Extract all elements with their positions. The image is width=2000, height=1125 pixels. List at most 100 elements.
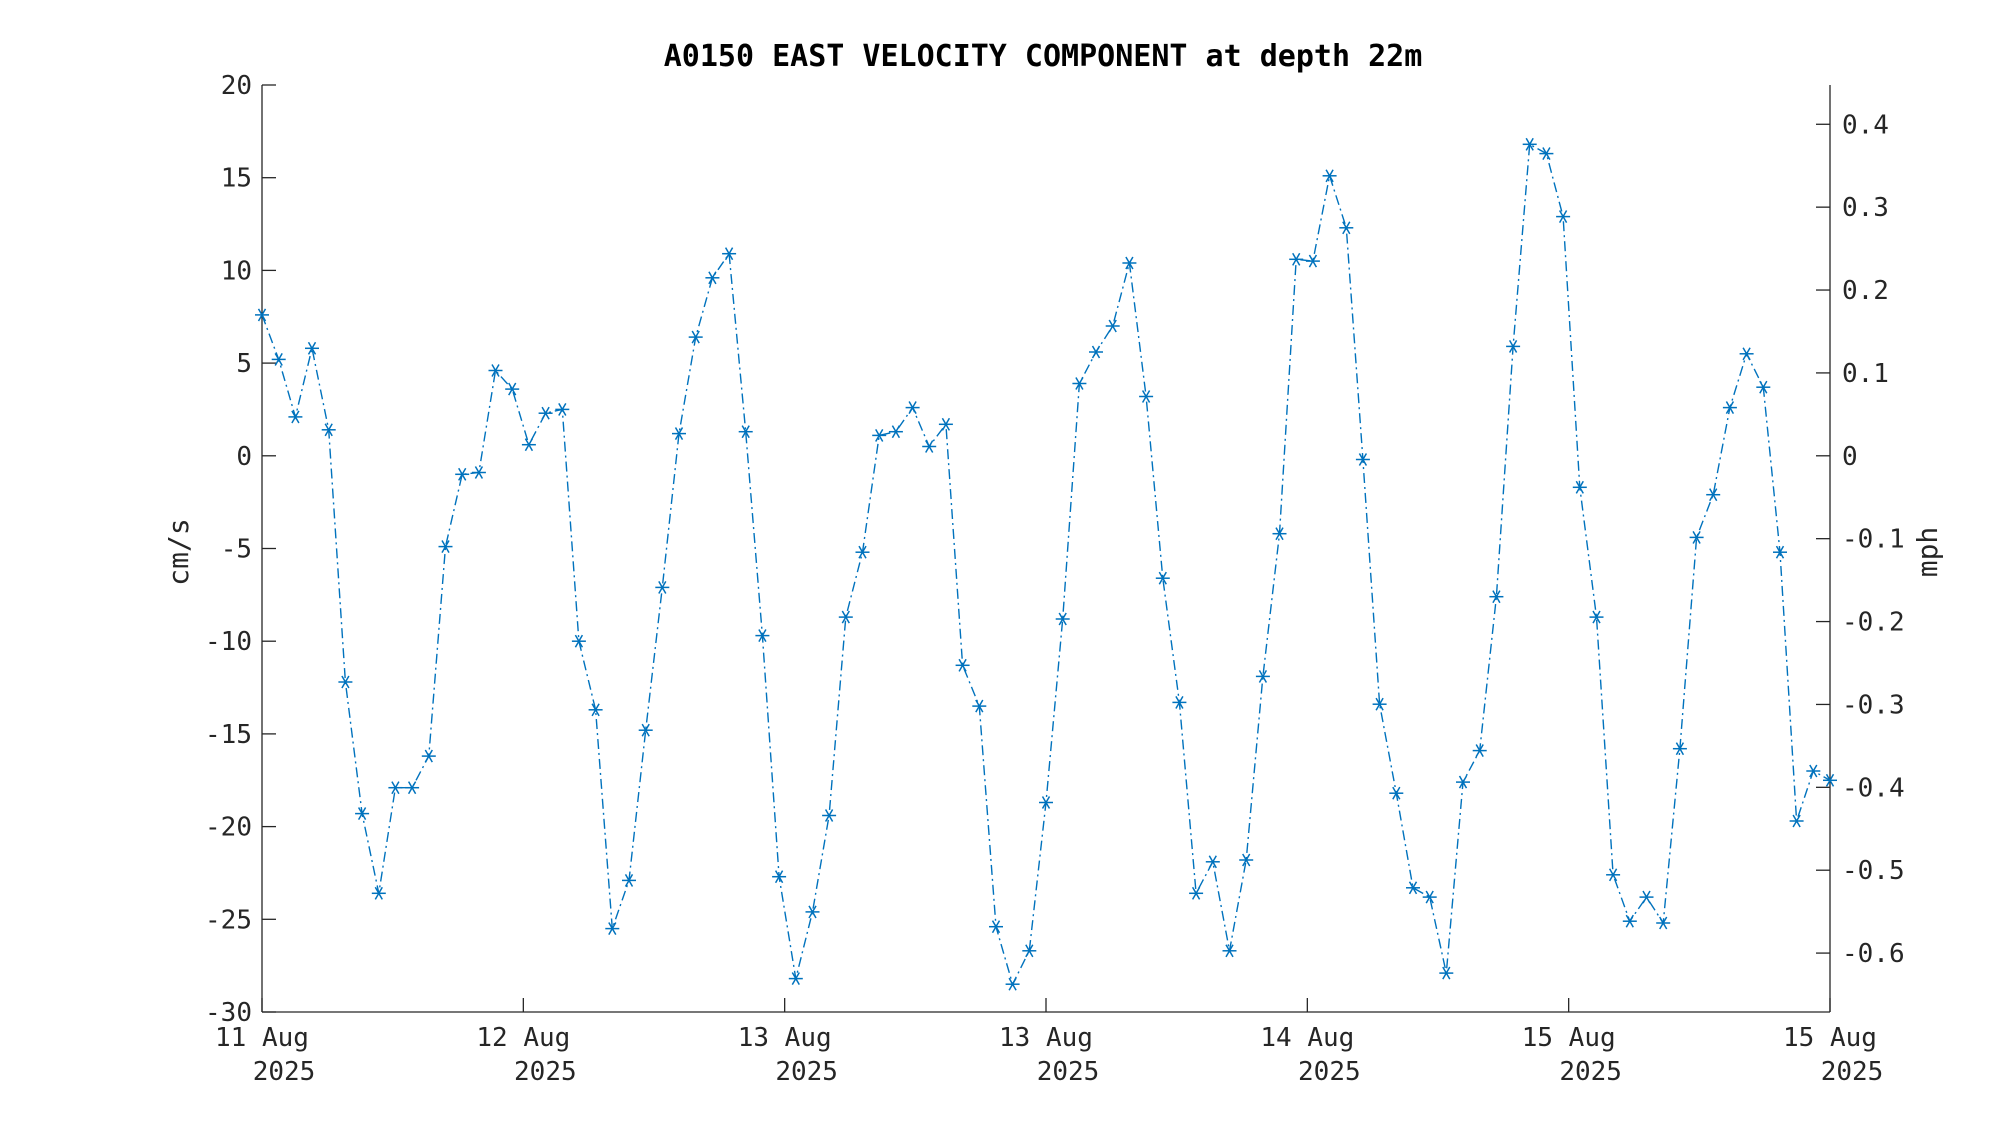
data-point <box>455 467 470 481</box>
data-point <box>1823 773 1837 787</box>
data-point <box>1789 814 1804 828</box>
y-tick-label-right: 0.2 <box>1842 276 1889 306</box>
x-tick-label-year: 2025 <box>775 1057 838 1087</box>
data-point <box>1806 764 1821 778</box>
y-tick-label-right: 0.3 <box>1842 193 1889 223</box>
y-tick-label-left: -20 <box>205 813 252 843</box>
data-point <box>1189 886 1204 900</box>
data-point <box>688 330 703 344</box>
data-point <box>1155 571 1170 585</box>
data-point <box>355 807 370 821</box>
data-point <box>838 610 853 624</box>
x-tick-label-year: 2025 <box>1821 1057 1884 1087</box>
data-point <box>638 723 653 737</box>
data-point <box>1222 944 1237 958</box>
data-point <box>1172 695 1187 709</box>
data-point <box>605 922 620 936</box>
x-tick-label-day: 11 Aug <box>215 1023 309 1053</box>
data-point <box>1272 527 1287 541</box>
data-series <box>255 137 1837 991</box>
data-point <box>1039 796 1053 809</box>
x-tick-label-day: 12 Aug <box>476 1023 570 1053</box>
y-tick-label-right: -0.5 <box>1842 856 1905 886</box>
data-point <box>555 402 570 416</box>
data-point <box>1089 345 1103 359</box>
data-point <box>521 438 536 452</box>
y-tick-label-left: 20 <box>221 71 252 101</box>
data-point <box>622 873 636 887</box>
data-point <box>1422 890 1437 904</box>
data-point <box>1622 914 1637 928</box>
y-tick-label-left: -25 <box>205 905 252 935</box>
data-point <box>305 341 319 355</box>
data-point <box>371 886 386 900</box>
y-tick-label-left: -15 <box>205 720 252 750</box>
data-point <box>1022 944 1037 958</box>
y-tick-label-left: -5 <box>221 535 252 565</box>
data-point <box>972 699 987 713</box>
data-point <box>888 425 903 439</box>
data-point <box>1239 853 1254 867</box>
data-point <box>922 440 937 453</box>
data-point <box>1639 890 1654 904</box>
data-point <box>1539 147 1554 161</box>
data-point <box>1506 339 1521 353</box>
data-point <box>1339 221 1354 235</box>
data-point <box>805 905 820 919</box>
data-point <box>1756 380 1771 394</box>
data-point <box>1439 966 1454 980</box>
data-point <box>1389 786 1404 800</box>
y-tick-label-right: -0.6 <box>1842 939 1905 969</box>
data-point <box>872 428 887 442</box>
y-axis-label-left: cm/s <box>162 518 195 585</box>
series-line <box>261 143 1831 987</box>
data-point <box>722 247 737 261</box>
y-tick-label-left: -10 <box>205 627 252 657</box>
y-tick-label-right: 0.1 <box>1842 359 1889 389</box>
data-point <box>1105 319 1120 333</box>
x-tick-label-year: 2025 <box>253 1057 316 1087</box>
data-point <box>1556 210 1571 224</box>
data-point <box>1205 855 1220 869</box>
x-tick-label-day: 13 Aug <box>738 1023 832 1053</box>
data-point <box>672 427 686 441</box>
y-tick-label-right: 0 <box>1842 442 1858 472</box>
data-point <box>655 580 670 594</box>
y-tick-label-left: -30 <box>205 998 252 1028</box>
data-point <box>1456 775 1470 789</box>
x-tick-label-year: 2025 <box>1037 1057 1100 1087</box>
data-point <box>321 423 336 437</box>
data-point <box>1005 977 1020 991</box>
data-point <box>1289 252 1304 266</box>
axes <box>261 85 1831 1013</box>
data-point <box>1672 742 1687 756</box>
data-point <box>1689 530 1704 544</box>
data-point <box>1139 390 1154 403</box>
data-point <box>338 675 353 689</box>
y-tick-label-left: 5 <box>236 349 252 379</box>
data-point <box>772 870 787 884</box>
data-point <box>1589 610 1604 624</box>
data-point <box>955 658 970 672</box>
data-point <box>788 972 803 986</box>
data-point <box>822 809 837 822</box>
data-point <box>1739 347 1754 361</box>
data-point <box>488 364 503 377</box>
y-tick-label-right: -0.1 <box>1842 525 1905 555</box>
data-point <box>421 749 436 763</box>
x-tick-label-year: 2025 <box>1559 1057 1622 1087</box>
data-point <box>538 406 553 420</box>
data-point <box>1122 256 1137 270</box>
data-point <box>1055 612 1070 626</box>
data-point <box>1406 881 1420 895</box>
y-tick-label-right: -0.2 <box>1842 608 1905 638</box>
data-point <box>1305 254 1320 268</box>
y-tick-label-right: -0.3 <box>1842 690 1905 720</box>
data-point <box>855 545 870 559</box>
x-tick-label-year: 2025 <box>1298 1057 1361 1087</box>
data-point <box>1355 453 1370 466</box>
x-tick-label-year: 2025 <box>514 1057 577 1087</box>
data-point <box>989 920 1003 934</box>
x-tick-label-day: 15 Aug <box>1522 1023 1616 1053</box>
